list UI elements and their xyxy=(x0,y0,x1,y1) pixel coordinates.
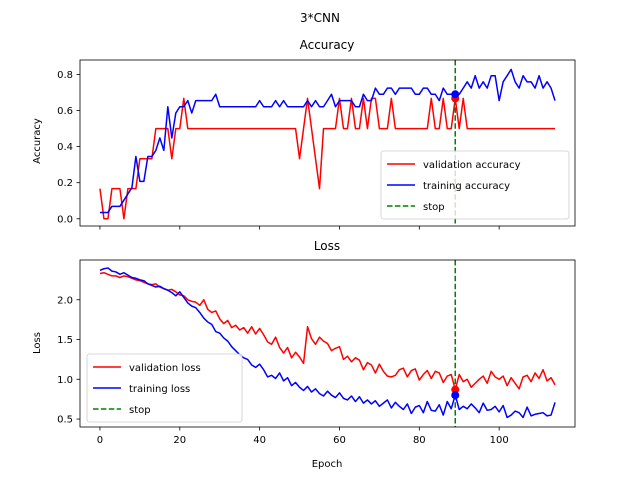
series-line-1 xyxy=(99,68,556,214)
loss-title: Loss xyxy=(314,239,340,253)
legend: validation loss training loss stop xyxy=(86,353,243,423)
y-tick-label: 1.0 xyxy=(57,375,73,386)
loss-ylabel: Loss xyxy=(32,332,43,354)
accuracy-panel: Accuracy Accuracy 0.0 0.2 0.4 0.6 0.8 validat… xyxy=(32,38,576,230)
x-tick-label: 0 xyxy=(97,435,103,446)
x-tick-label: 20 xyxy=(173,435,186,446)
y-tick-label: 2.0 xyxy=(57,295,73,306)
x-tick-label: 60 xyxy=(333,435,346,446)
legend-box xyxy=(380,150,570,220)
y-tick-label: 0.5 xyxy=(57,415,73,426)
series-line-1 xyxy=(99,267,556,419)
stop-marker-1 xyxy=(451,90,460,99)
loss-xlabel: Epoch xyxy=(312,459,343,470)
legend-label: validation loss xyxy=(129,363,201,374)
series-line-0 xyxy=(99,271,556,391)
x-tick-label: 80 xyxy=(413,435,426,446)
stop-marker-1 xyxy=(451,391,460,400)
loss-plot-area: 0 20 40 60 80 100 0.5 1.0 1.5 2.0 validation loss t… xyxy=(57,259,576,446)
axes-frame xyxy=(79,59,576,227)
y-tick-label: 0.4 xyxy=(57,142,73,153)
legend-label: validation accuracy xyxy=(423,160,521,171)
legend-box xyxy=(86,353,243,423)
stop-marker-0 xyxy=(451,385,460,394)
legend-label: stop xyxy=(129,405,151,416)
y-tick-label: 0.0 xyxy=(57,214,73,225)
figure-suptitle: 3*CNN xyxy=(300,11,340,25)
y-tick-label: 0.6 xyxy=(57,106,73,117)
axes-frame xyxy=(79,259,576,428)
accuracy-ylabel: Accuracy xyxy=(32,118,43,164)
accuracy-title: Accuracy xyxy=(300,38,355,52)
y-tick-label: 1.5 xyxy=(57,335,73,346)
legend-label: stop xyxy=(423,202,445,213)
y-tick-label: 0.2 xyxy=(57,178,73,189)
legend: validation accuracy training accuracy stop xyxy=(380,150,570,220)
x-tick-label: 40 xyxy=(253,435,266,446)
series-line-0 xyxy=(99,97,556,220)
accuracy-plot-area: 0.0 0.2 0.4 0.6 0.8 validation accuracy traini… xyxy=(57,59,576,230)
y-tick-label: 0.8 xyxy=(57,70,73,81)
loss-panel: Loss Loss Epoch 0 20 40 60 80 100 0.5 1.0 1.5 2.0… xyxy=(32,239,576,470)
legend-label: training accuracy xyxy=(423,181,510,192)
x-tick-label: 100 xyxy=(490,435,509,446)
legend-label: training loss xyxy=(129,384,190,395)
